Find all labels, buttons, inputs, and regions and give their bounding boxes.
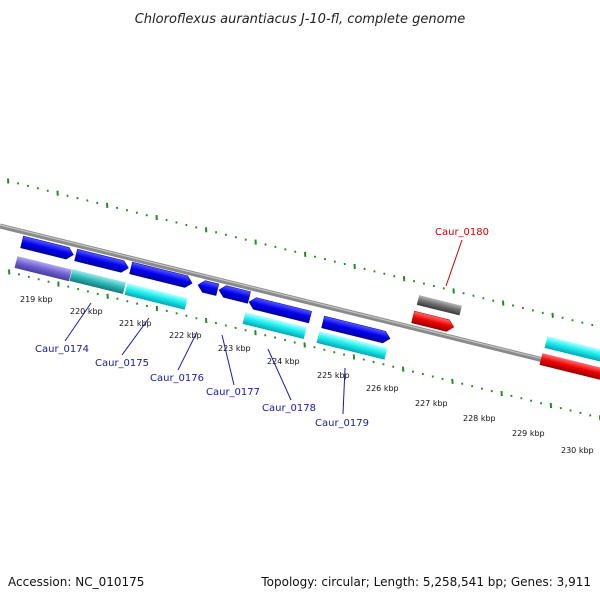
gene-feature[interactable] xyxy=(69,269,126,295)
gene-label-caur-0175[interactable]: Caur_0175 xyxy=(95,358,149,369)
tick-label: 228 kbp xyxy=(463,414,496,423)
gene-feature[interactable] xyxy=(416,295,462,316)
tick-label: 225 kbp xyxy=(317,371,350,380)
gene-labels: Caur_0174 Caur_0175 Caur_0176 Caur_0177 … xyxy=(35,227,489,429)
gene-label-caur-0179[interactable]: Caur_0179 xyxy=(315,418,369,429)
tick-label: 224 kbp xyxy=(267,357,300,366)
tick-label: 219 kbp xyxy=(20,295,53,304)
gene-feature[interactable] xyxy=(218,284,251,304)
gene-features xyxy=(14,235,600,381)
gene-feature[interactable] xyxy=(544,336,600,363)
gene-feature[interactable] xyxy=(74,248,130,274)
gene-feature[interactable] xyxy=(248,296,312,324)
tick-label: 229 kbp xyxy=(512,429,545,438)
tick-label: 227 kbp xyxy=(415,399,448,408)
genome-backbone-highlight xyxy=(0,224,600,374)
tick-track-upper xyxy=(7,178,594,327)
gene-label-caur-0180[interactable]: Caur_0180 xyxy=(435,227,489,238)
leader-lines xyxy=(64,239,463,415)
gene-label-caur-0177[interactable]: Caur_0177 xyxy=(206,387,260,398)
gene-feature[interactable] xyxy=(321,315,392,344)
tick-label: 223 kbp xyxy=(218,344,251,353)
tick-track-lower xyxy=(8,269,600,421)
gene-feature[interactable] xyxy=(124,283,188,310)
gene-feature[interactable] xyxy=(411,310,456,333)
gene-feature[interactable] xyxy=(539,353,600,381)
tick-label: 226 kbp xyxy=(366,384,399,393)
accession-text: Accession: NC_010175 xyxy=(8,575,144,589)
gene-label-caur-0176[interactable]: Caur_0176 xyxy=(150,373,204,384)
gene-label-caur-0178[interactable]: Caur_0178 xyxy=(262,403,316,414)
gene-feature[interactable] xyxy=(14,256,72,282)
gene-feature[interactable] xyxy=(197,279,220,296)
genome-backbone xyxy=(0,223,600,377)
tick-labels: 219 kbp 220 kbp 221 kbp 222 kbp 223 kbp … xyxy=(20,295,594,455)
tick-label: 230 kbp xyxy=(561,446,594,455)
genome-summary-text: Topology: circular; Length: 5,258,541 bp… xyxy=(260,575,591,589)
map-title: Chloroflexus aurantiacus J-10-fl, comple… xyxy=(135,12,466,27)
tick-label: 222 kbp xyxy=(169,331,202,340)
tick-label: 221 kbp xyxy=(119,319,152,328)
gene-label-caur-0174[interactable]: Caur_0174 xyxy=(35,344,89,355)
gene-feature[interactable] xyxy=(242,312,307,339)
gene-feature[interactable] xyxy=(129,261,194,289)
tick-label: 220 kbp xyxy=(70,307,103,316)
gene-feature[interactable] xyxy=(20,235,75,260)
gene-feature[interactable] xyxy=(316,331,388,360)
